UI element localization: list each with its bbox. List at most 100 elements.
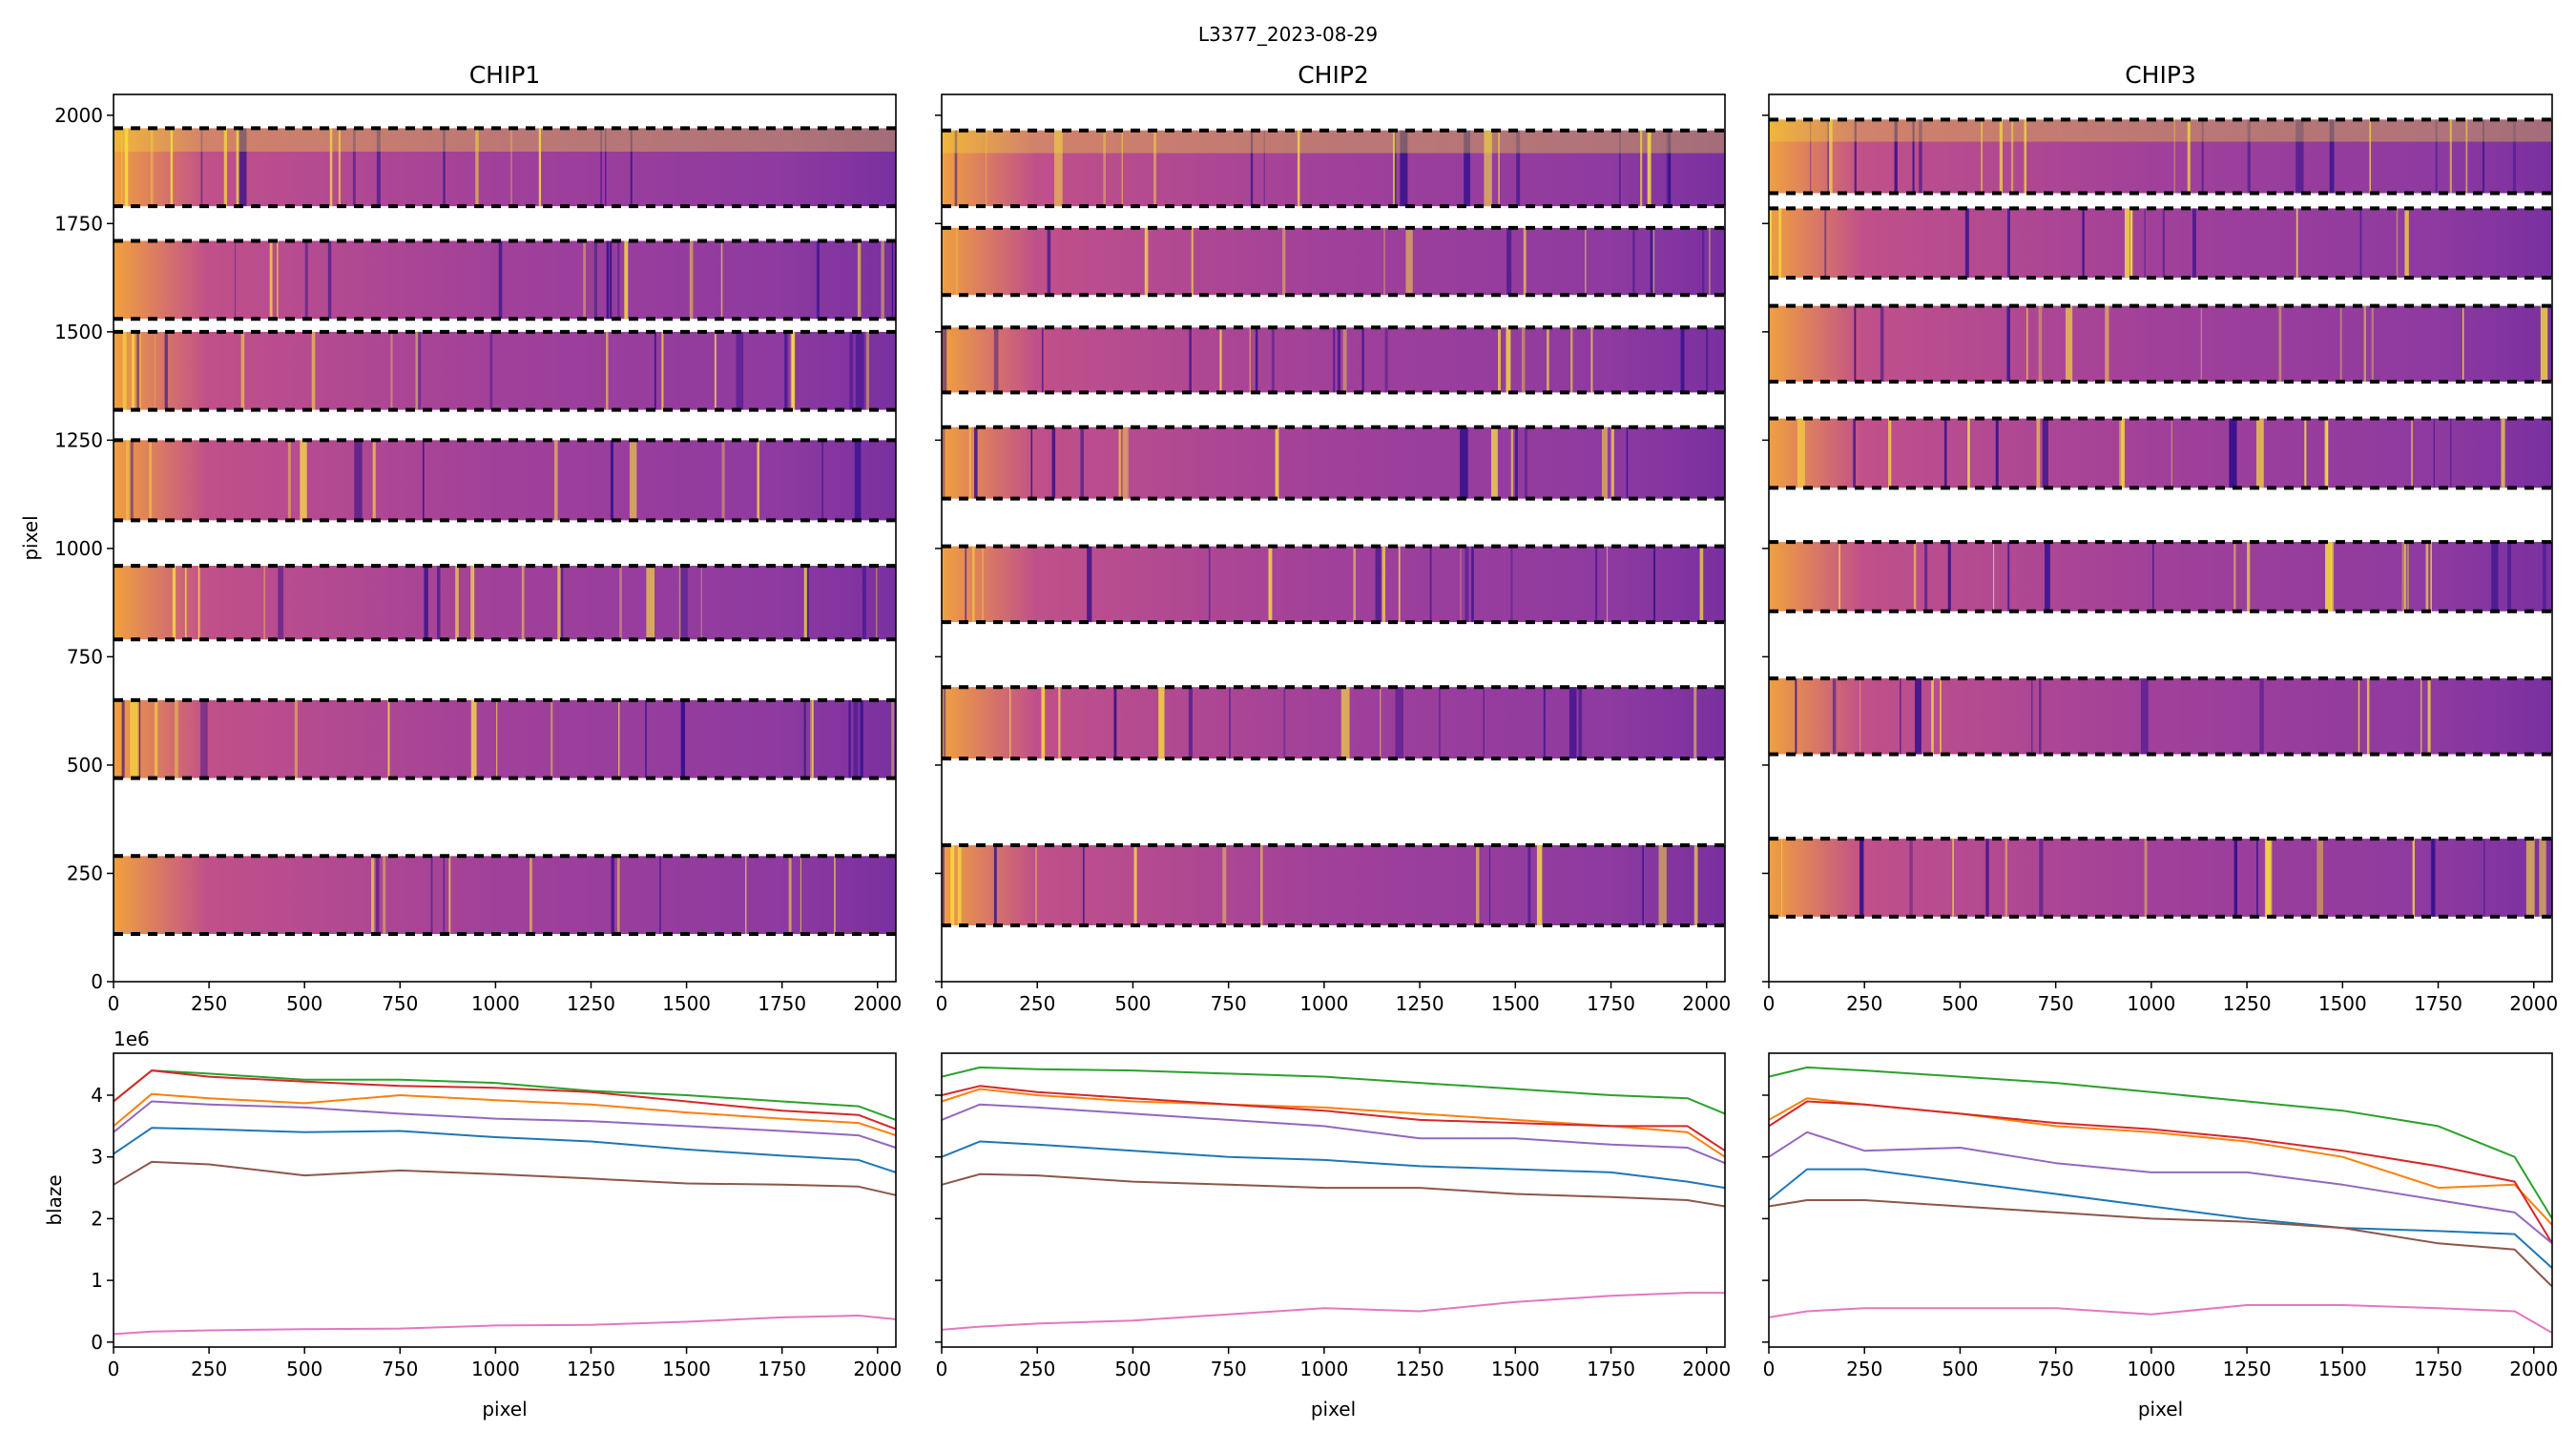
absorption-line: [1058, 687, 1061, 759]
blaze-line-5: [941, 1103, 1726, 1165]
absorption-line: [1702, 227, 1705, 296]
panel-title: CHIP1: [469, 61, 541, 89]
absorption-line: [2435, 119, 2438, 194]
absorption-line: [1981, 119, 1984, 194]
absorption-line: [1337, 327, 1341, 393]
x-axis-label: pixel: [482, 1398, 527, 1421]
absorption-line: [1222, 844, 1227, 925]
absorption-line: [2255, 839, 2258, 917]
order-band: [942, 227, 1725, 296]
absorption-line: [2005, 839, 2007, 917]
absorption-line: [1438, 687, 1441, 759]
blaze-line-3: [941, 1066, 1726, 1115]
absorption-line: [1400, 130, 1408, 207]
axes-frame: [113, 93, 897, 983]
absorption-line: [679, 566, 688, 640]
x-tick-label: 1500: [1491, 992, 1540, 1015]
absorption-line: [1484, 130, 1492, 207]
absorption-line: [1153, 130, 1156, 207]
absorption-line: [2462, 305, 2464, 383]
absorption-line: [1839, 542, 1840, 612]
absorption-line: [1632, 227, 1635, 296]
blaze-line-2: [113, 1092, 897, 1137]
absorption-line: [538, 128, 542, 207]
absorption-line: [1995, 418, 1999, 488]
absorption-line: [803, 699, 806, 778]
absorption-line: [1626, 426, 1629, 499]
absorption-line: [1924, 542, 1928, 612]
order-band: [1769, 678, 2552, 755]
absorption-line: [1405, 227, 1413, 296]
absorption-line: [2121, 418, 2125, 488]
y-tick-label: 750: [67, 645, 103, 668]
absorption-line: [610, 240, 613, 320]
absorption-line: [1653, 546, 1655, 623]
y-axis-label: blaze: [43, 1174, 66, 1225]
x-tick-label: 1750: [1587, 1358, 1635, 1380]
blaze-line-6: [113, 1160, 897, 1196]
absorption-line: [415, 331, 419, 410]
absorption-line: [1854, 305, 1857, 383]
absorption-line: [1569, 327, 1573, 393]
absorption-line: [2201, 119, 2204, 194]
absorption-line: [138, 699, 141, 778]
absorption-line: [475, 128, 479, 207]
x-tick-label: 0: [1763, 1358, 1776, 1380]
x-tick-label: 250: [1846, 1358, 1882, 1380]
absorption-line: [422, 440, 425, 521]
absorption-line: [164, 331, 168, 410]
absorption-line: [606, 240, 610, 320]
absorption-line: [974, 426, 978, 499]
order-band: [1769, 542, 2552, 612]
absorption-line: [200, 128, 203, 207]
spectral-order: [1769, 416, 2552, 490]
absorption-line: [854, 440, 862, 521]
x-tick-label: 500: [286, 992, 322, 1015]
order-band: [114, 440, 896, 521]
absorption-line: [1859, 839, 1864, 917]
absorption-line: [2247, 542, 2251, 612]
absorption-line: [1547, 327, 1549, 393]
absorption-line: [1392, 130, 1396, 207]
absorption-line: [875, 566, 878, 640]
absorption-line: [849, 331, 854, 410]
y-tick-label: 2000: [54, 104, 103, 127]
absorption-line: [1810, 119, 1812, 194]
absorption-line: [2465, 119, 2468, 194]
absorption-line: [2401, 542, 2407, 612]
absorption-line: [1041, 327, 1044, 393]
absorption-line: [2420, 678, 2422, 755]
absorption-line: [2247, 119, 2251, 194]
absorption-line: [721, 440, 725, 521]
absorption-line: [1080, 426, 1085, 499]
absorption-line: [2144, 839, 2148, 917]
absorption-line: [154, 699, 158, 778]
x-tick-label: 750: [2038, 1358, 2074, 1380]
absorption-line: [1832, 678, 1837, 755]
absorption-line: [629, 440, 637, 521]
blaze-panel-3: pixel 0 250 500 750 1000 1250 1500 1750 2000: [1762, 1052, 2558, 1421]
blaze-line-4: [941, 1085, 1726, 1152]
x-tick-label: 250: [191, 992, 227, 1015]
y-tick-label: 0: [91, 970, 103, 993]
absorption-line: [2316, 839, 2324, 917]
absorption-line: [1361, 327, 1364, 393]
absorption-line: [624, 240, 629, 320]
spectral-order: [942, 544, 1725, 625]
absorption-line: [891, 699, 895, 778]
axes-frame: [941, 93, 1726, 983]
absorption-line: [304, 240, 308, 320]
absorption-line: [2233, 542, 2236, 612]
y-tick-label: 1: [91, 1269, 103, 1292]
absorption-line: [1087, 546, 1092, 623]
absorption-line: [1527, 844, 1531, 925]
absorption-line: [821, 440, 823, 521]
absorption-line: [1894, 119, 1898, 194]
absorption-line: [659, 856, 661, 935]
absorption-line: [630, 128, 633, 207]
absorption-line: [1255, 327, 1258, 393]
spectral-order: [114, 697, 896, 780]
absorption-line: [982, 546, 984, 623]
absorption-line: [470, 699, 477, 778]
